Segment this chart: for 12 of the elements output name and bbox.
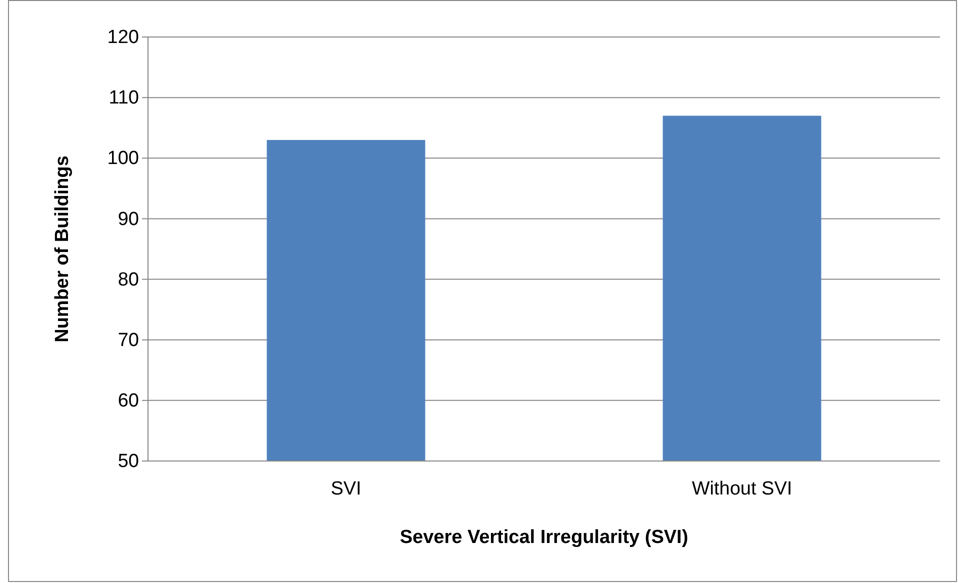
x-tick-label: SVI [330, 478, 362, 500]
x-tick-label: Without SVI [692, 478, 792, 500]
y-tick-label: 110 [108, 88, 139, 109]
y-tick-label: 120 [107, 27, 139, 48]
y-tick-label: 60 [118, 390, 139, 412]
x-axis-title: Severe Vertical Irregularity (SVI) [400, 527, 688, 548]
y-tick-label: 80 [118, 269, 139, 290]
y-tick-label: 70 [118, 330, 139, 351]
y-tick-label: 90 [118, 208, 139, 230]
y-tick-label: 100 [107, 148, 139, 170]
y-tick-label: 50 [118, 451, 139, 472]
y-axis-title: Number of Buildings [52, 156, 73, 342]
